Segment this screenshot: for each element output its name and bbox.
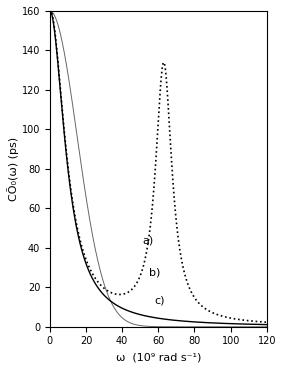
Text: c): c): [155, 295, 165, 305]
Text: b): b): [149, 268, 161, 277]
Y-axis label: CÕ₀(ω) (ps): CÕ₀(ω) (ps): [7, 137, 19, 201]
Text: a): a): [142, 236, 153, 246]
X-axis label: ω  (10⁹ rad s⁻¹): ω (10⁹ rad s⁻¹): [116, 352, 201, 362]
